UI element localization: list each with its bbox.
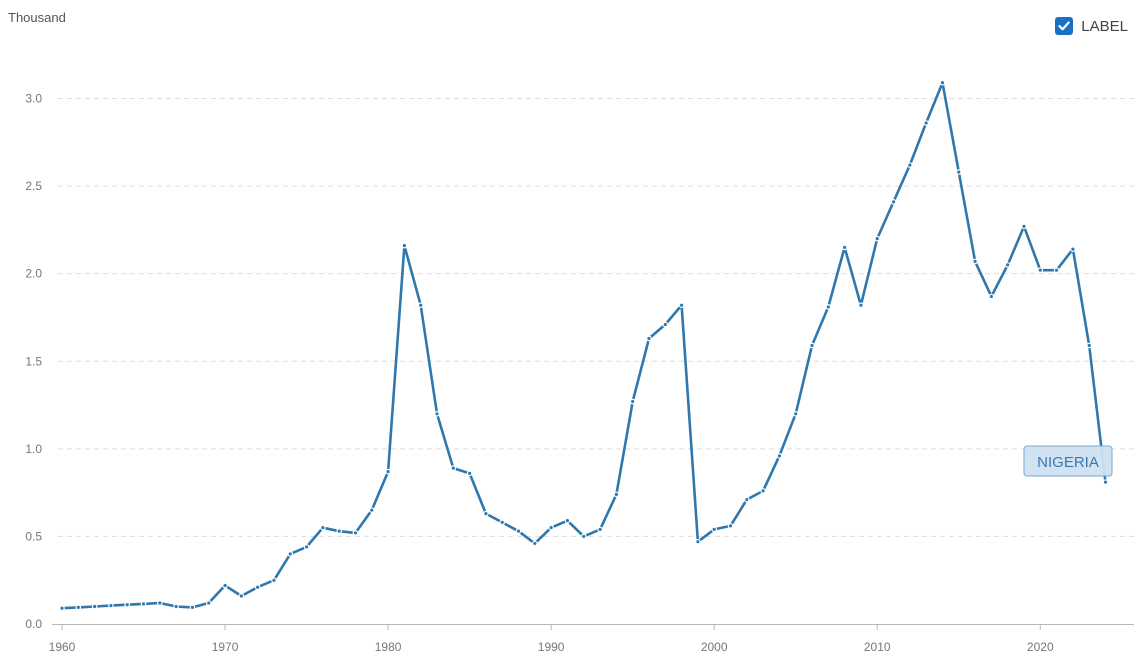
data-point	[532, 540, 538, 547]
data-point	[352, 530, 359, 536]
series-line	[61, 81, 1107, 610]
callout-box	[1023, 445, 1113, 477]
data-point	[841, 244, 848, 251]
data-point	[760, 488, 766, 494]
data-point	[988, 293, 995, 300]
x-tick-label: 1970	[212, 640, 239, 654]
data-point	[1037, 267, 1044, 273]
label-toggle[interactable]: LABEL	[1055, 17, 1128, 35]
data-point	[1070, 246, 1076, 252]
data-point	[108, 602, 114, 609]
data-point	[303, 544, 310, 550]
data-point	[238, 593, 245, 599]
data-point	[140, 601, 147, 607]
data-point	[939, 79, 946, 86]
data-point	[825, 304, 832, 310]
series-nigeria	[59, 79, 1109, 612]
y-tick-label: 2.0	[25, 267, 42, 281]
data-point	[271, 577, 277, 584]
data-point	[923, 120, 929, 126]
data-point	[254, 584, 261, 591]
series-callout: NIGERIA	[1023, 445, 1113, 477]
data-point	[858, 302, 864, 308]
data-point	[59, 605, 65, 612]
data-point	[597, 526, 603, 533]
x-tick-label: 2020	[1027, 640, 1054, 654]
x-tick-label: 1990	[538, 640, 565, 654]
data-point	[222, 582, 228, 589]
data-point	[646, 335, 652, 342]
y-tick-label: 2.5	[25, 179, 42, 193]
data-point	[401, 242, 408, 249]
data-point	[287, 551, 294, 557]
x-tick-label: 1960	[49, 640, 76, 654]
y-tick-label: 0.0	[25, 617, 42, 631]
x-tick-label: 2000	[701, 640, 728, 654]
data-point	[1021, 223, 1027, 230]
data-point	[515, 528, 522, 534]
y-tick-label: 1.5	[25, 354, 42, 368]
data-point	[629, 398, 636, 405]
data-point	[792, 410, 799, 417]
data-point	[91, 603, 98, 610]
data-point	[157, 600, 163, 606]
data-point	[368, 507, 375, 513]
data-point	[548, 524, 554, 531]
data-point	[1102, 479, 1109, 485]
data-point	[417, 302, 424, 308]
x-tick-label: 1980	[375, 640, 402, 654]
data-point	[320, 524, 326, 531]
data-point	[972, 258, 978, 265]
data-point	[678, 302, 685, 308]
checkbox[interactable]	[1055, 17, 1074, 35]
y-tick-label: 1.0	[25, 442, 42, 456]
checkmark-icon	[1058, 21, 1070, 31]
callout-label: NIGERIA	[1037, 454, 1099, 471]
gridlines	[58, 98, 1134, 537]
data-point	[1053, 267, 1060, 273]
data-point	[564, 517, 571, 524]
data-point	[173, 603, 179, 610]
data-point	[434, 410, 440, 417]
data-point	[776, 453, 783, 459]
x-tick-label: 2010	[864, 640, 891, 654]
data-point	[124, 601, 131, 608]
data-point	[1086, 342, 1092, 349]
data-point	[499, 519, 506, 526]
data-point	[955, 169, 962, 175]
data-point	[907, 162, 913, 168]
data-point	[1004, 262, 1011, 268]
data-point	[711, 526, 717, 533]
data-point	[809, 342, 815, 349]
y-tick-label: 3.0	[25, 92, 42, 106]
data-point	[189, 604, 196, 611]
data-point	[695, 538, 701, 545]
data-point	[205, 600, 212, 606]
y-axis-ticks: 0.0 0.5 1.0 1.5 2.0 2.5 3.0	[25, 92, 42, 632]
data-point	[662, 321, 669, 328]
data-point	[580, 533, 587, 540]
data-point	[613, 491, 620, 498]
x-axis-ticks: 1960 1970 1980 1990 2000 2010 2020	[49, 624, 1054, 654]
data-point	[890, 199, 897, 205]
data-point	[727, 523, 734, 529]
data-point	[336, 528, 342, 534]
data-point	[385, 468, 391, 475]
y-tick-label: 0.5	[25, 529, 42, 543]
data-point	[743, 496, 750, 503]
label-toggle-text: LABEL	[1081, 17, 1128, 35]
data-point	[874, 235, 881, 242]
data-point	[466, 470, 473, 477]
data-point	[75, 604, 82, 611]
y-axis-unit-label: Thousand	[8, 10, 66, 25]
data-point	[483, 510, 489, 517]
data-point	[450, 465, 457, 471]
